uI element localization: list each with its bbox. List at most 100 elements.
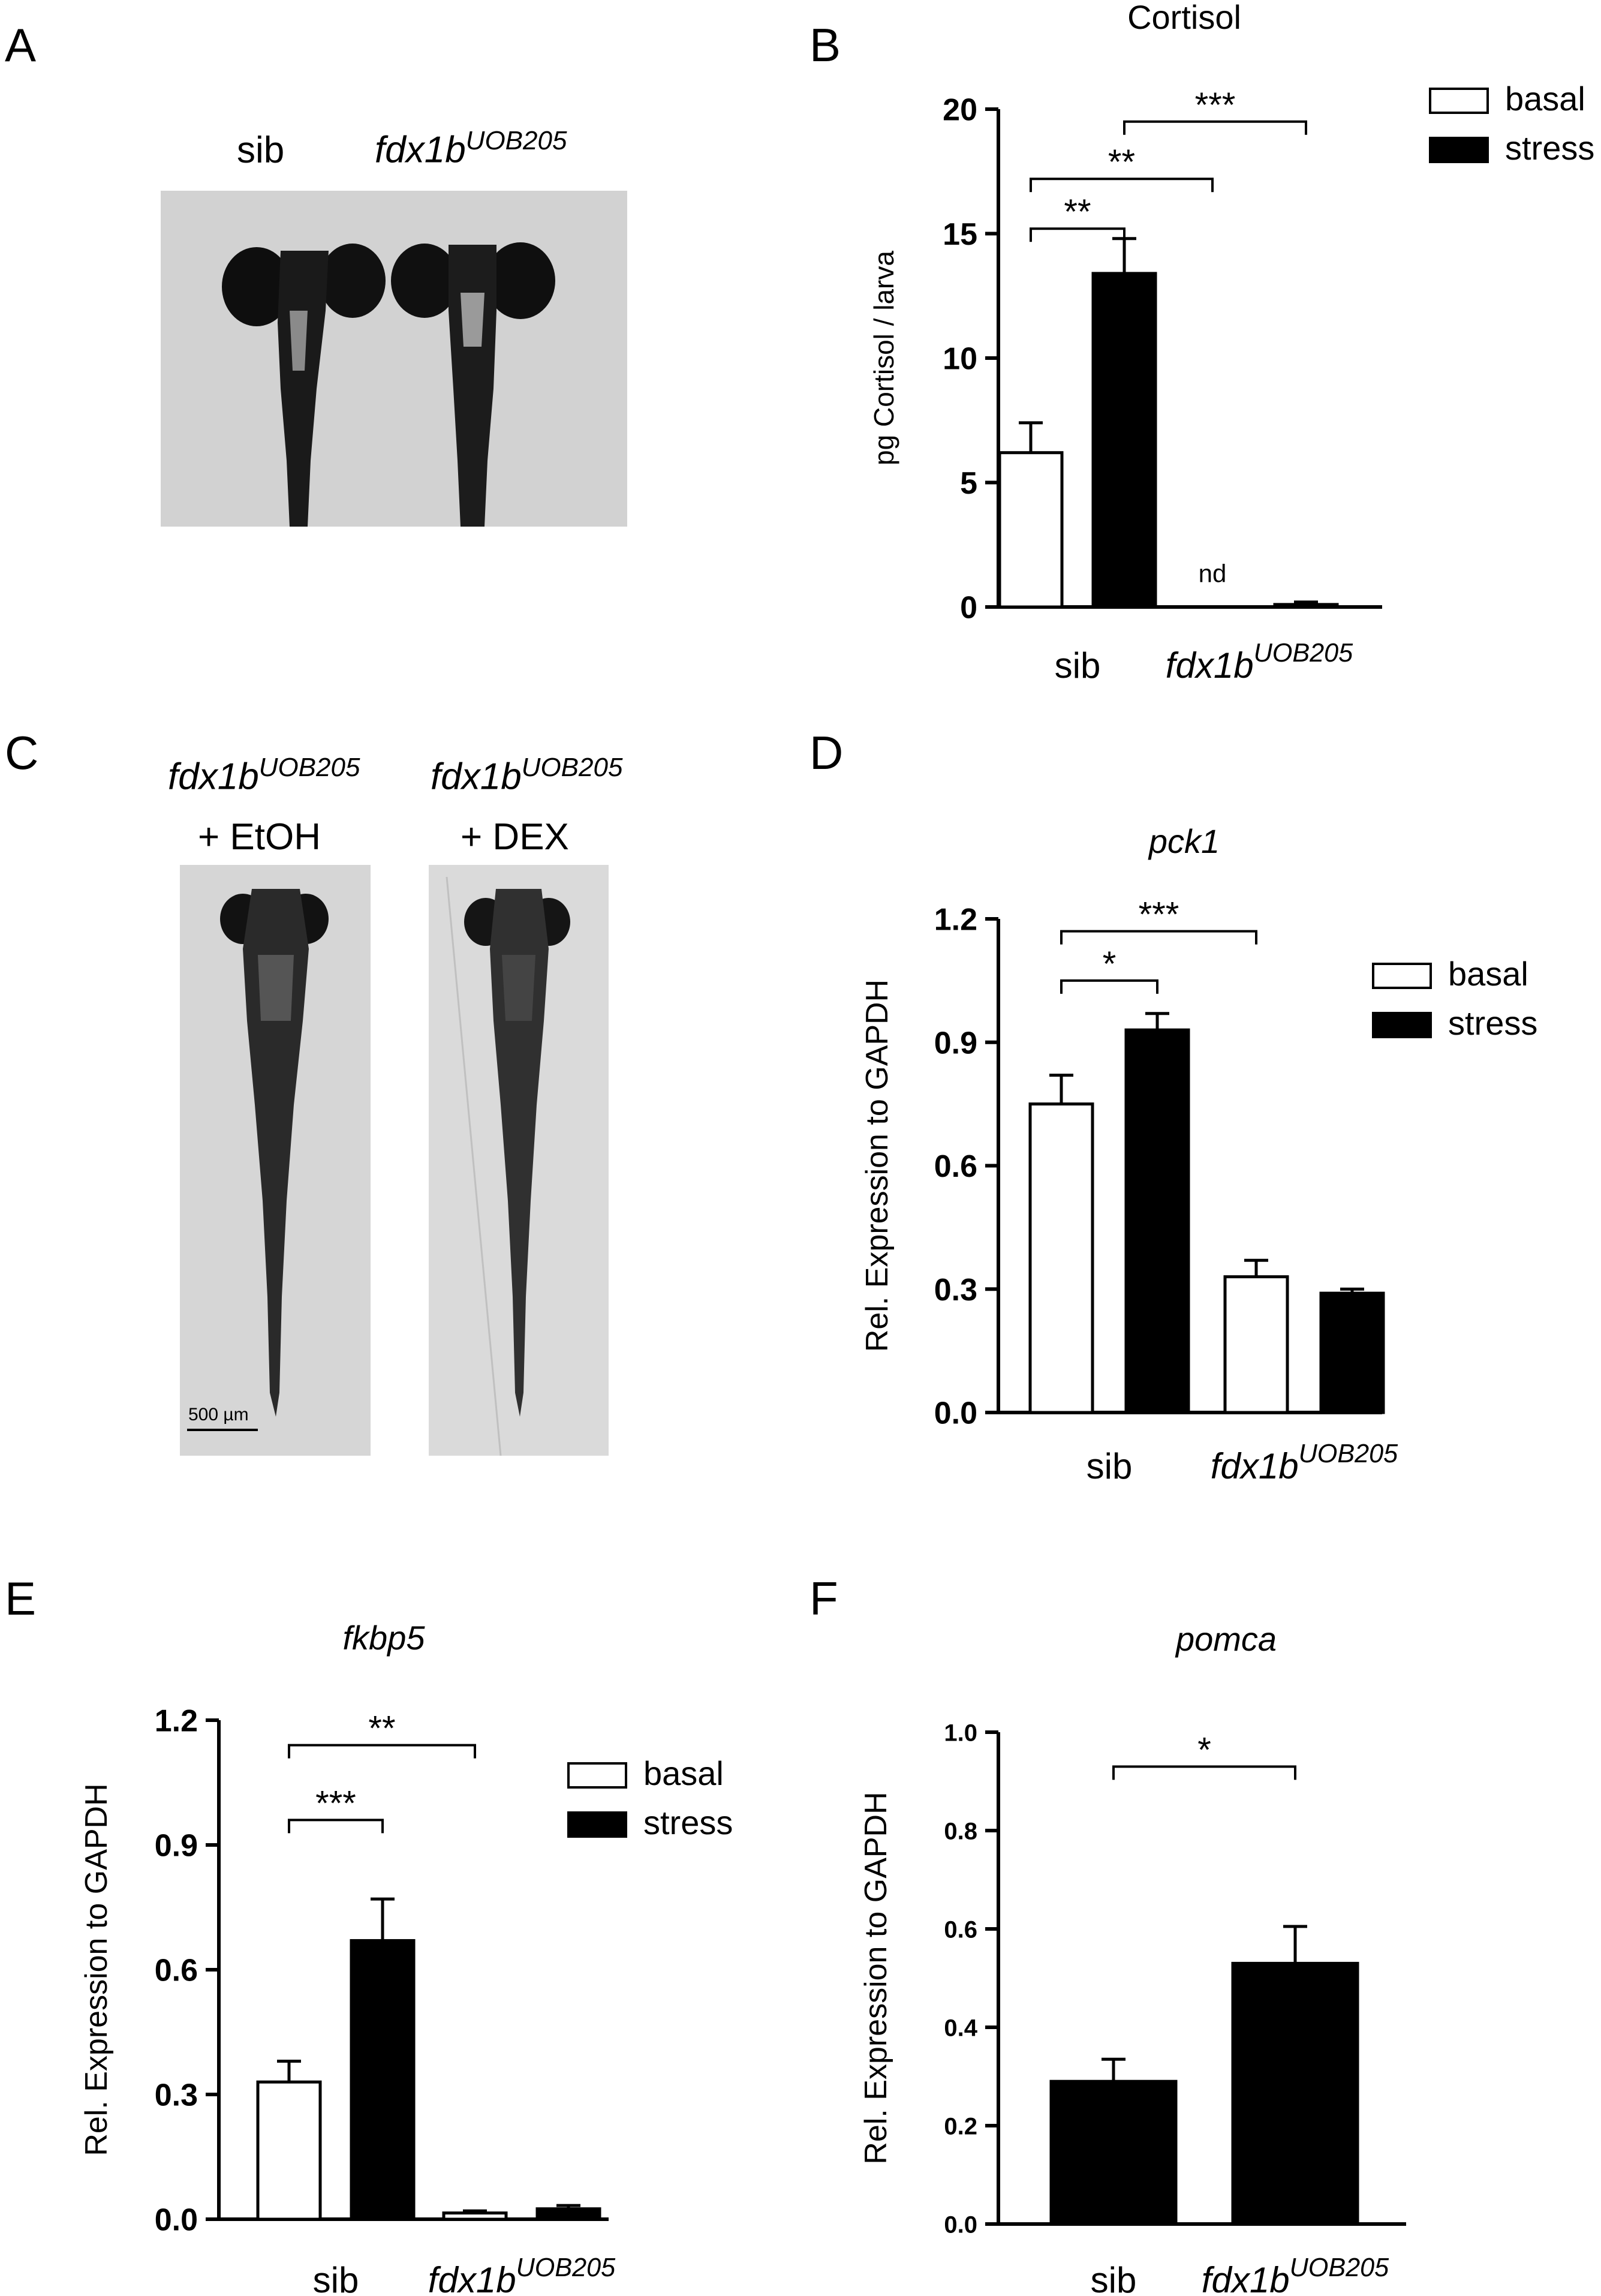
chart-b-legend-swatch [1429, 137, 1489, 163]
chart-e-category-name: sib [313, 2260, 359, 2296]
chart-b-title: Cortisol [1127, 0, 1241, 36]
panel-a-larvae-photo [161, 191, 627, 527]
panel-c-right-label: fdx1bUOB205 [431, 753, 622, 798]
chart-d-significance-bracket [1060, 979, 1158, 994]
chart-d-bar [1124, 1028, 1190, 1414]
chart-b-ytick-label: 10 [943, 342, 977, 377]
panel-c-dex-photo [429, 865, 609, 1456]
chart-f-ytick-label: 1.0 [944, 1720, 977, 1746]
chart-d-ytick-label: 1.2 [934, 903, 977, 937]
chart-d-ytick-label: 0.3 [934, 1273, 977, 1308]
chart-b-significance-label: ** [1108, 143, 1135, 182]
chart-e-title: fkbp5 [343, 1619, 426, 1657]
chart-d-ytick-label: 0.6 [934, 1149, 977, 1184]
chart-b-significance-bracket [1123, 120, 1307, 135]
chart-e-bar [256, 2080, 322, 2221]
chart-e-bar [535, 2207, 601, 2221]
panel-c-left-sup: UOB205 [258, 753, 360, 782]
chart-e-bar [350, 1939, 416, 2221]
chart-e-category-label: sib [313, 2260, 359, 2296]
chart-d-legend-label: basal [1448, 955, 1528, 993]
chart-d-category-sup: UOB205 [1299, 1439, 1399, 1468]
chart-e-significance-label: *** [315, 1784, 356, 1823]
panel-letter-a: A [5, 19, 37, 71]
panel-letter-d: D [809, 726, 844, 779]
chart-d-legend-swatch [1372, 1012, 1432, 1038]
chart-f-category-sup: UOB205 [1290, 2253, 1390, 2282]
chart-d-significance-label: *** [1139, 895, 1179, 934]
chart-d-category-label: sib [1087, 1446, 1133, 1486]
chart-e-category-label: fdx1bUOB205 [428, 2253, 616, 2296]
chart-d-category-name: fdx1b [1211, 1446, 1299, 1486]
chart-f-significance-bracket [1112, 1765, 1296, 1780]
chart-e-ytick-label: 0.3 [155, 2078, 198, 2113]
chart-b-significance-label: *** [1195, 86, 1236, 125]
panel-letter-f: F [809, 1572, 838, 1625]
chart-d-legend-label: stress [1448, 1004, 1537, 1042]
chart-f-bar [1231, 1961, 1359, 2226]
panel-a-mutant-label: fdx1bUOB205 [375, 126, 567, 172]
panel-c-scale-bar-label: 500 µm [188, 1405, 249, 1425]
chart-b-ytick-label: 5 [960, 466, 977, 501]
chart-b-ylabel: pg Cortisol / larva [868, 251, 899, 465]
chart-d: pck1 0.0 0.3 0.6 0.9 1.2 Rel. Expression to GA… [860, 822, 1537, 1486]
chart-e-ytick-label: 0.0 [155, 2203, 198, 2238]
chart-f-category-label: fdx1bUOB205 [1202, 2253, 1389, 2296]
chart-f-ytick-label: 0.0 [944, 2211, 977, 2238]
chart-f-ytick-label: 0.4 [944, 2015, 977, 2041]
chart-d-category-name: sib [1087, 1446, 1133, 1486]
chart-e-category-name: fdx1b [428, 2260, 516, 2296]
chart-e: fkbp5 0.0 0.3 0.6 0.9 1.2 Rel. Expression to G… [79, 1619, 733, 2296]
panel-c-left-label: fdx1bUOB205 [168, 753, 360, 798]
chart-e-significance-bracket [288, 1744, 476, 1759]
chart-e-bar [442, 2211, 508, 2221]
panel-a-mutant-text: fdx1b [375, 129, 466, 171]
chart-b-category-name: sib [1055, 645, 1101, 686]
chart-d-ytick-label: 0.9 [934, 1026, 977, 1060]
chart-b-significance-bracket [1030, 178, 1214, 193]
chart-f-ytick-label: 0.6 [944, 1916, 977, 1943]
chart-f-bar [1049, 2079, 1178, 2226]
chart-b-legend-swatch [1429, 88, 1489, 114]
chart-b-bar [1091, 272, 1157, 609]
chart-b-category-sup: UOB205 [1254, 639, 1354, 668]
chart-d-significance-label: * [1103, 945, 1117, 984]
chart-e-category-sup: UOB205 [516, 2253, 616, 2282]
chart-e-significance-bracket [288, 1819, 384, 1834]
chart-b-ytick-label: 20 [943, 93, 977, 128]
chart-f-category-name: fdx1b [1202, 2260, 1290, 2296]
chart-f-significance-label: * [1197, 1730, 1211, 1769]
chart-e-ytick-label: 0.6 [155, 1954, 198, 1988]
chart-d-title: pck1 [1148, 822, 1220, 860]
chart-e-legend-swatch [567, 1811, 627, 1838]
chart-d-ytick-label: 0.0 [934, 1396, 977, 1431]
chart-b-ytick-label: 15 [943, 217, 977, 252]
chart-f: pomca 0.0 0.2 0.4 0.6 0.8 1.0 Rel. Expression t… [859, 1620, 1406, 2296]
panel-letter-e: E [5, 1572, 37, 1625]
chart-b-bar [1273, 603, 1339, 609]
chart-f-category-label: sib [1091, 2260, 1137, 2296]
chart-b-legend-label: stress [1505, 129, 1594, 167]
chart-f-ytick-label: 0.8 [944, 1818, 977, 1844]
chart-e-ylabel: Rel. Expression to GAPDH [79, 1783, 114, 2156]
panel-c-left-genotype: fdx1b [168, 756, 259, 798]
chart-e-ytick-label: 1.2 [155, 1704, 198, 1739]
chart-b-legend-label: basal [1505, 80, 1585, 118]
panel-a-larvae-drawing [161, 191, 627, 527]
chart-b-significance-label: ** [1064, 193, 1091, 232]
chart-b-significance-bracket [1030, 227, 1125, 242]
chart-d-ylabel: Rel. Expression to GAPDH [860, 979, 895, 1352]
chart-f-ylabel: Rel. Expression to GAPDH [859, 1792, 893, 2164]
chart-b-bar [998, 451, 1064, 609]
chart-d-legend-swatch [1372, 963, 1432, 989]
chart-f-category-name: sib [1091, 2260, 1137, 2296]
panel-a-mutant-sup: UOB205 [465, 126, 567, 155]
panel-c-dex-larva-drawing [429, 865, 609, 1456]
chart-d-significance-bracket [1060, 930, 1257, 945]
chart-d-bar [1028, 1102, 1094, 1414]
panel-a-sib-text: sib [237, 130, 285, 171]
chart-d-category-label: fdx1bUOB205 [1211, 1439, 1398, 1486]
panel-c-etoh-larva-drawing [180, 865, 371, 1456]
panel-c-right-sup: UOB205 [521, 753, 623, 782]
